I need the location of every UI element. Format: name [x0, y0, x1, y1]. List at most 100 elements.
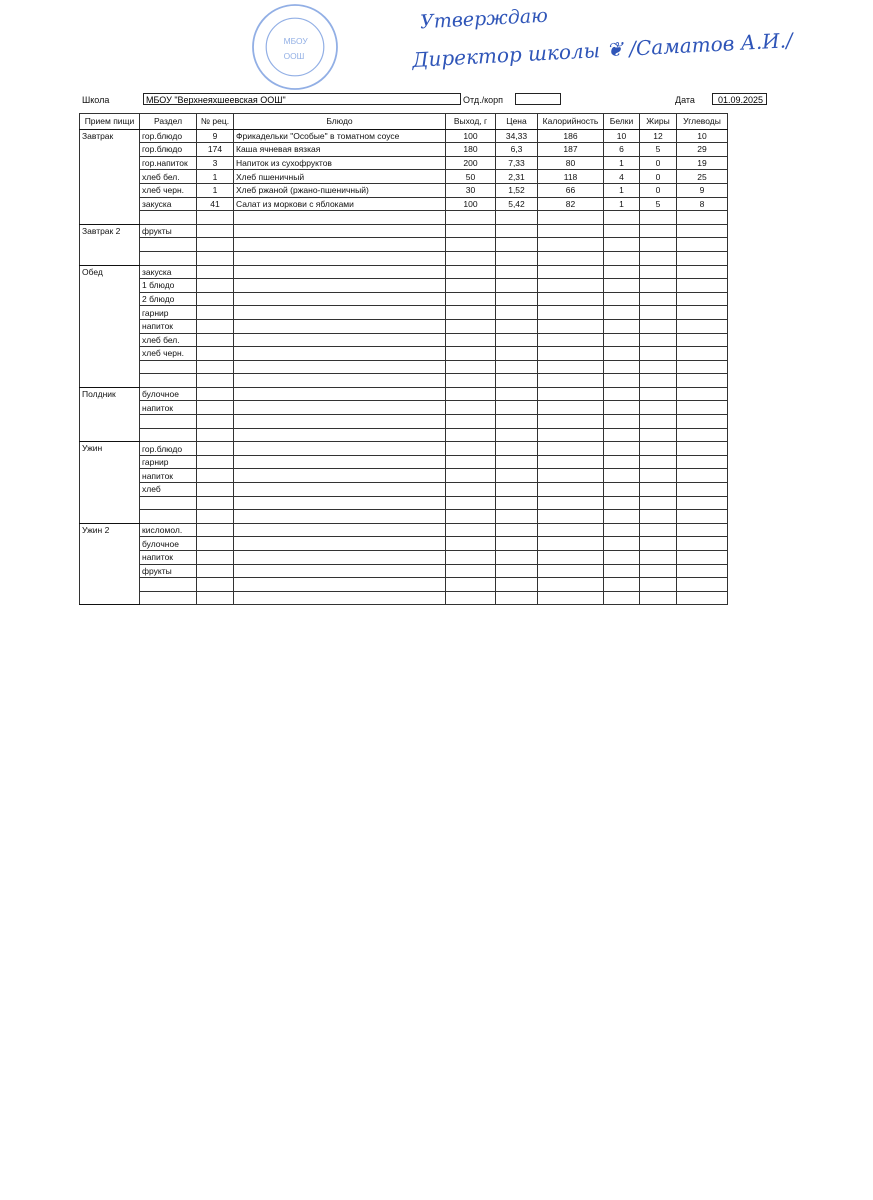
cell-price — [495, 291, 538, 307]
cell-calories: 186 — [537, 128, 604, 144]
cell-recipe-no — [196, 590, 234, 606]
table-row — [80, 427, 728, 443]
table-row: хлеб черн. 1 Хлеб ржаной (ржано-пшеничный)… — [80, 182, 728, 198]
cell-fat — [639, 237, 677, 252]
table-row: хлеб — [80, 482, 728, 497]
cell-dish — [233, 495, 446, 511]
cell-calories — [537, 414, 604, 429]
cell-protein — [603, 414, 640, 429]
cell-price — [495, 522, 538, 538]
cell-carbs — [676, 210, 728, 225]
cell-calories — [537, 550, 604, 565]
column-header: № рец. — [196, 113, 234, 130]
cell-calories — [537, 400, 604, 416]
signature: ❦ — [605, 36, 624, 62]
table-row — [80, 250, 728, 266]
cell-calories — [537, 210, 604, 225]
cell-fat — [639, 359, 677, 375]
table-row: гарнир — [80, 454, 728, 470]
cell-yield — [445, 305, 496, 320]
cell-carbs — [676, 454, 728, 470]
cell-recipe-no — [196, 386, 234, 402]
cell-fat: 5 — [639, 196, 677, 212]
cell-dish — [233, 332, 446, 348]
cell-recipe-no — [196, 414, 234, 429]
cell-fat — [639, 223, 677, 239]
cell-protein — [603, 250, 640, 266]
table-row: 1 блюдо — [80, 278, 728, 293]
cell-yield — [445, 536, 496, 551]
cell-section: гор.блюдо — [139, 128, 197, 144]
cell-recipe-no — [196, 346, 234, 361]
cell-yield — [445, 577, 496, 592]
cell-carbs — [676, 414, 728, 429]
cell-section: кисломол. — [139, 522, 197, 538]
cell-carbs — [676, 427, 728, 443]
cell-yield — [445, 359, 496, 375]
cell-price — [495, 577, 538, 592]
cell-section: закуска — [139, 264, 197, 280]
cell-dish: Каша ячневая вязкая — [233, 142, 446, 157]
cell-carbs — [676, 346, 728, 361]
table-row: напиток — [80, 318, 728, 334]
svg-text:ООШ: ООШ — [284, 51, 305, 61]
cell-dish — [233, 373, 446, 388]
cell-yield — [445, 522, 496, 538]
cell-protein — [603, 590, 640, 606]
cell-recipe-no — [196, 291, 234, 307]
cell-recipe-no — [196, 509, 234, 524]
column-header: Углеводы — [676, 113, 728, 130]
cell-recipe-no: 41 — [196, 196, 234, 212]
cell-yield — [445, 346, 496, 361]
cell-section — [139, 373, 197, 388]
table-row — [80, 495, 728, 511]
cell-price — [495, 237, 538, 252]
table-row: напиток — [80, 550, 728, 565]
cell-fat — [639, 536, 677, 551]
cell-dish — [233, 563, 446, 579]
cell-fat — [639, 577, 677, 592]
cell-yield: 30 — [445, 182, 496, 198]
cell-carbs — [676, 237, 728, 252]
table-row: 2 блюдо — [80, 291, 728, 307]
cell-carbs — [676, 264, 728, 280]
cell-price — [495, 563, 538, 579]
cell-section: напиток — [139, 318, 197, 334]
cell-section: 1 блюдо — [139, 278, 197, 293]
cell-carbs: 19 — [676, 155, 728, 171]
cell-yield — [445, 318, 496, 334]
cell-price — [495, 414, 538, 429]
cell-dish — [233, 223, 446, 239]
cell-protein — [603, 346, 640, 361]
cell-section: напиток — [139, 400, 197, 416]
cell-protein — [603, 482, 640, 497]
cell-dish — [233, 237, 446, 252]
cell-fat — [639, 441, 677, 456]
cell-fat — [639, 373, 677, 388]
cell-protein — [603, 427, 640, 443]
cell-fat — [639, 332, 677, 348]
cell-recipe-no — [196, 563, 234, 579]
cell-calories — [537, 291, 604, 307]
cell-section — [139, 210, 197, 225]
cell-carbs — [676, 359, 728, 375]
cell-protein — [603, 441, 640, 456]
cell-yield — [445, 563, 496, 579]
cell-dish — [233, 386, 446, 402]
cell-fat — [639, 210, 677, 225]
date-label: Дата — [675, 95, 695, 105]
cell-dish: Хлеб пшеничный — [233, 169, 446, 184]
cell-price — [495, 346, 538, 361]
cell-fat — [639, 278, 677, 293]
cell-calories — [537, 318, 604, 334]
cell-recipe-no: 9 — [196, 128, 234, 144]
cell-calories — [537, 237, 604, 252]
cell-recipe-no — [196, 522, 234, 538]
cell-dish — [233, 400, 446, 416]
cell-fat — [639, 454, 677, 470]
cell-dish — [233, 318, 446, 334]
table-row — [80, 590, 728, 606]
cell-yield — [445, 482, 496, 497]
cell-protein — [603, 305, 640, 320]
cell-fat — [639, 264, 677, 280]
